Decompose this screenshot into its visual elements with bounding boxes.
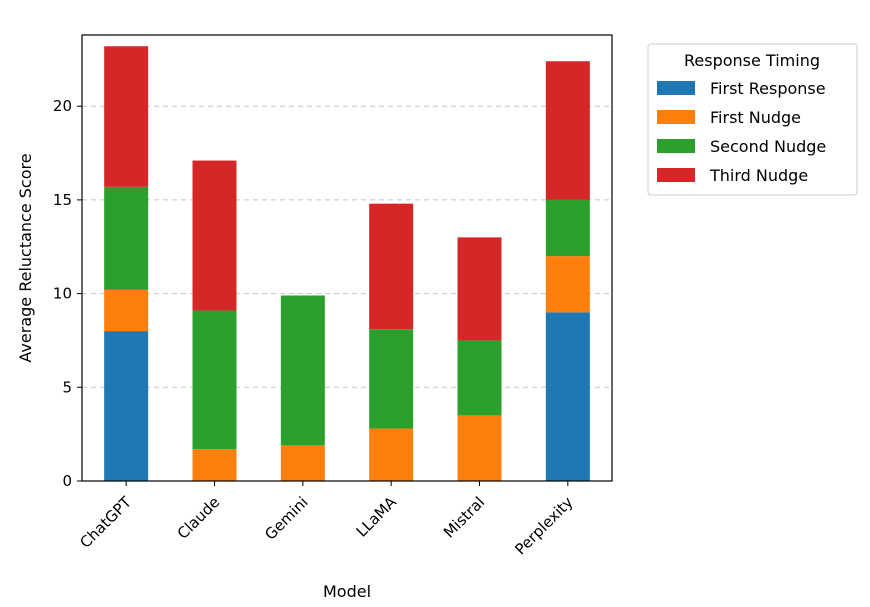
legend-title: Response Timing	[684, 51, 820, 70]
legend-label: First Nudge	[710, 108, 801, 127]
x-tick-label: Mistral	[440, 493, 488, 541]
y-tick-label: 5	[62, 378, 72, 396]
x-tick-label: Gemini	[261, 493, 311, 543]
bar-perplexity-first-nudge	[545, 256, 590, 313]
legend-label: Third Nudge	[709, 166, 808, 185]
plot-area-frame	[81, 34, 613, 482]
bar-perplexity-first-response	[545, 312, 590, 481]
bars-group	[104, 46, 590, 481]
bar-llama-first-nudge	[369, 428, 414, 481]
bar-chatgpt-first-response	[104, 331, 149, 481]
bar-perplexity-third-nudge	[545, 61, 590, 200]
legend: Response Timing First Response First Nudg…	[647, 43, 858, 196]
legend-label: First Response	[710, 79, 826, 98]
legend-items: First Response First Nudge Second Nudge Thi…	[657, 79, 826, 185]
legend-swatch	[657, 139, 695, 153]
bar-claude-second-nudge	[192, 310, 237, 450]
bar-mistral-third-nudge	[457, 237, 502, 341]
bar-chatgpt-third-nudge	[104, 46, 149, 187]
legend-swatch	[657, 81, 695, 95]
legend-swatch	[657, 110, 695, 124]
y-tick-label: 0	[62, 472, 72, 490]
x-axis-title: Model	[323, 582, 371, 601]
bar-gemini-second-nudge	[280, 295, 325, 446]
y-tick-label: 15	[53, 191, 72, 209]
bar-gemini-first-nudge	[280, 445, 325, 481]
bar-mistral-first-nudge	[457, 415, 502, 481]
legend-frame	[647, 43, 858, 196]
grid-lines	[82, 105, 612, 388]
bar-llama-second-nudge	[369, 329, 414, 429]
bar-chatgpt-first-nudge	[104, 289, 149, 332]
x-tick-label: LLaMA	[353, 493, 401, 541]
bar-mistral-second-nudge	[457, 340, 502, 416]
x-tick-label: Claude	[174, 493, 224, 543]
y-tick-label: 20	[53, 97, 72, 115]
legend-label: Second Nudge	[710, 137, 826, 156]
bar-chatgpt-second-nudge	[104, 186, 149, 290]
bar-llama-third-nudge	[369, 203, 414, 330]
y-tick-label: 10	[53, 285, 72, 303]
bar-perplexity-second-nudge	[545, 199, 590, 257]
y-axis-title: Average Reluctance Score	[16, 153, 35, 362]
bar-claude-first-nudge	[192, 449, 237, 481]
bar-claude-third-nudge	[192, 160, 237, 311]
x-axis: ChatGPT Claude Gemini LLaMA Mistral Perplexit…	[76, 481, 577, 558]
x-tick-label: ChatGPT	[76, 493, 135, 552]
x-tick-label: Perplexity	[511, 493, 576, 558]
legend-swatch	[657, 168, 695, 182]
y-axis: 0 5 10 15 20	[53, 97, 82, 490]
